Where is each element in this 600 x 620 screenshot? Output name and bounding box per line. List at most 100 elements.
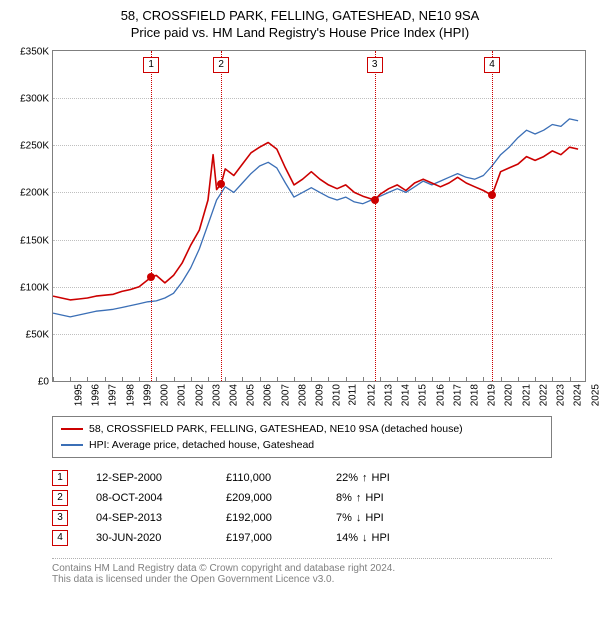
legend: 58, CROSSFIELD PARK, FELLING, GATESHEAD,… [52, 416, 552, 458]
legend-swatch [61, 428, 83, 430]
footer-line2: This data is licensed under the Open Gov… [52, 574, 552, 585]
footer: Contains HM Land Registry data © Crown c… [52, 558, 552, 585]
transaction-row: 3 04-SEP-2013£192,0007%↓HPI [52, 508, 552, 528]
transaction-price: £197,000 [226, 528, 336, 548]
x-axis-label: 2016 [435, 384, 446, 406]
x-axis-label: 2014 [400, 384, 411, 406]
legend-label: 58, CROSSFIELD PARK, FELLING, GATESHEAD,… [89, 421, 463, 437]
x-axis-label: 2025 [590, 384, 600, 406]
x-axis-label: 2004 [228, 384, 239, 406]
transaction-date: 12-SEP-2000 [96, 468, 226, 488]
legend-swatch [61, 444, 83, 446]
marker-box: 2 [213, 57, 229, 73]
transaction-price: £192,000 [226, 508, 336, 528]
marker-box: 1 [143, 57, 159, 73]
sale-point [147, 273, 155, 281]
legend-row: 58, CROSSFIELD PARK, FELLING, GATESHEAD,… [61, 421, 543, 437]
y-axis-label: £100K [20, 282, 49, 293]
transaction-number: 3 [52, 510, 68, 526]
transaction-date: 30-JUN-2020 [96, 528, 226, 548]
arrow-up-icon: ↑ [362, 468, 368, 488]
x-axis-label: 2019 [486, 384, 497, 406]
x-axis-label: 2006 [263, 384, 274, 406]
series-property [53, 143, 578, 300]
series-hpi [53, 119, 578, 317]
x-axis-label: 2021 [521, 384, 532, 406]
marker-box: 4 [484, 57, 500, 73]
arrow-down-icon: ↓ [356, 508, 362, 528]
y-axis-label: £200K [20, 188, 49, 199]
x-axis-labels: 1995199619971998199920002001200220032004… [52, 382, 584, 410]
chart-area: £0 £50K £100K £150K £200K £250K £300K £350K 1 2 3 4… [10, 50, 590, 410]
delta-value: 7% [336, 508, 352, 528]
delta-value: 8% [336, 488, 352, 508]
x-axis-label: 2010 [332, 384, 343, 406]
x-axis-label: 2001 [177, 384, 188, 406]
plot-region: £0£50K£100K£150K£200K£250K£300K£350K1234 [52, 50, 586, 382]
x-axis-label: 1997 [108, 384, 119, 406]
sale-point [217, 180, 225, 188]
transaction-delta: 7%↓HPI [336, 508, 436, 528]
x-axis-label: 2003 [211, 384, 222, 406]
x-axis-label: 1999 [142, 384, 153, 406]
chart-container: 58, CROSSFIELD PARK, FELLING, GATESHEAD,… [0, 0, 600, 585]
x-axis-label: 1995 [73, 384, 84, 406]
transaction-delta: 22%↑HPI [336, 468, 436, 488]
marker-box: 3 [367, 57, 383, 73]
y-axis-label: £50K [26, 329, 49, 340]
transactions-table: 112-SEP-2000£110,00022%↑HPI208-OCT-2004£… [52, 468, 552, 548]
transaction-date: 04-SEP-2013 [96, 508, 226, 528]
y-axis-label: £150K [20, 235, 49, 246]
transaction-price: £209,000 [226, 488, 336, 508]
x-axis-label: 2000 [159, 384, 170, 406]
transaction-row: 4 30-JUN-2020£197,00014%↓HPI [52, 528, 552, 548]
x-axis-label: 2009 [314, 384, 325, 406]
x-axis-label: 2005 [245, 384, 256, 406]
marker-line [221, 51, 222, 381]
marker-line [375, 51, 376, 381]
x-axis-label: 2024 [573, 384, 584, 406]
delta-suffix: HPI [365, 508, 383, 528]
title-address: 58, CROSSFIELD PARK, FELLING, GATESHEAD,… [10, 8, 590, 23]
x-axis-label: 2017 [452, 384, 463, 406]
x-axis-label: 2011 [348, 384, 359, 406]
x-axis-label: 2023 [555, 384, 566, 406]
y-axis-label: £350K [20, 47, 49, 58]
title-subtitle: Price paid vs. HM Land Registry's House … [10, 25, 590, 40]
x-axis-label: 2018 [469, 384, 480, 406]
transaction-price: £110,000 [226, 468, 336, 488]
sale-point [371, 196, 379, 204]
delta-suffix: HPI [365, 488, 383, 508]
x-axis-label: 1998 [125, 384, 136, 406]
delta-suffix: HPI [372, 528, 390, 548]
transaction-number: 4 [52, 530, 68, 546]
transaction-row: 1 12-SEP-2000£110,00022%↑HPI [52, 468, 552, 488]
footer-line1: Contains HM Land Registry data © Crown c… [52, 563, 552, 574]
x-axis-label: 2020 [504, 384, 515, 406]
transaction-delta: 14%↓HPI [336, 528, 436, 548]
y-axis-label: £250K [20, 141, 49, 152]
x-axis-label: 2022 [538, 384, 549, 406]
arrow-down-icon: ↓ [362, 528, 368, 548]
arrow-up-icon: ↑ [356, 488, 362, 508]
x-axis-label: 2007 [280, 384, 291, 406]
delta-suffix: HPI [372, 468, 390, 488]
transaction-number: 2 [52, 490, 68, 506]
series-svg [53, 51, 585, 381]
legend-label: HPI: Average price, detached house, Gate… [89, 437, 314, 453]
x-axis-label: 2002 [194, 384, 205, 406]
transaction-number: 1 [52, 470, 68, 486]
delta-value: 22% [336, 468, 358, 488]
marker-line [151, 51, 152, 381]
transaction-row: 208-OCT-2004£209,0008%↑HPI [52, 488, 552, 508]
y-axis-label: £300K [20, 94, 49, 105]
marker-line [492, 51, 493, 381]
x-axis-label: 2015 [418, 384, 429, 406]
title-block: 58, CROSSFIELD PARK, FELLING, GATESHEAD,… [0, 0, 600, 44]
transaction-delta: 8%↑HPI [336, 488, 436, 508]
y-axis-label: £0 [38, 377, 49, 388]
sale-point [488, 191, 496, 199]
legend-row: HPI: Average price, detached house, Gate… [61, 437, 543, 453]
x-axis-label: 2008 [297, 384, 308, 406]
x-axis-label: 2012 [366, 384, 377, 406]
